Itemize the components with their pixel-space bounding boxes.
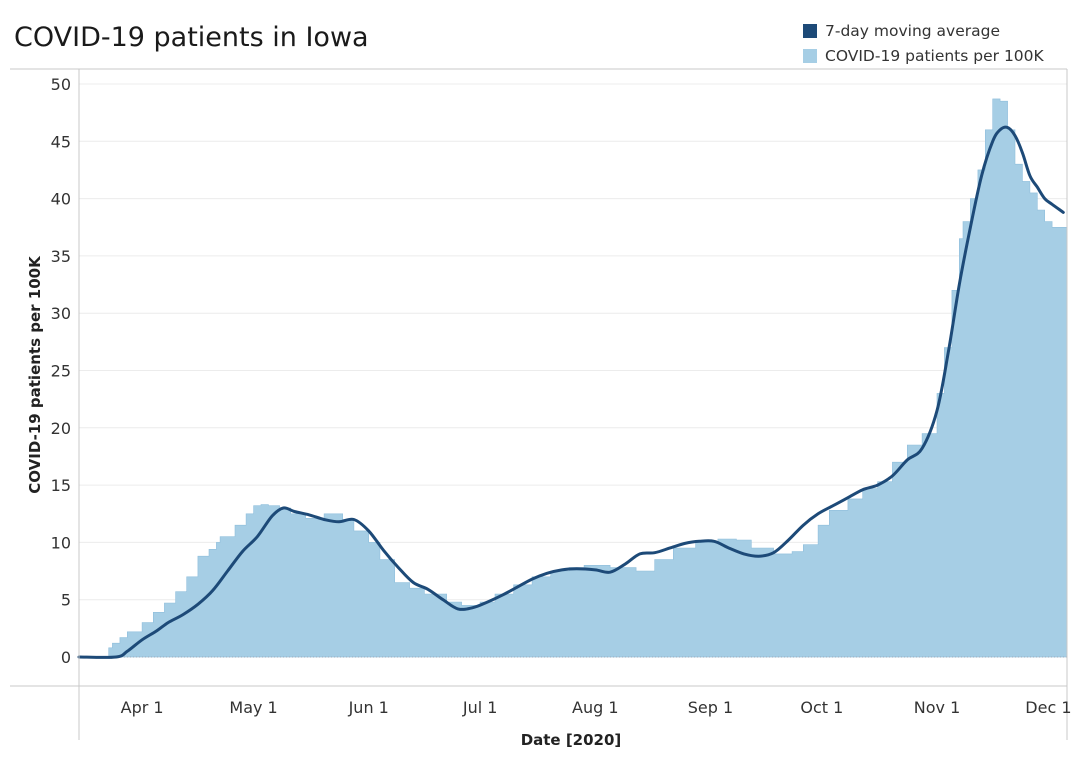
x-axis-title: Date [2020] <box>521 731 622 749</box>
y-tick-label: 0 <box>61 648 71 667</box>
legend-swatch-moving-average <box>803 23 817 38</box>
x-tick-label: Apr 1 <box>121 698 164 717</box>
y-tick-label: 15 <box>51 476 71 495</box>
x-tick-label: Dec 1 <box>1025 698 1071 717</box>
x-tick-label: Jun 1 <box>348 698 389 717</box>
moving-average-layer <box>77 125 1065 659</box>
y-axis-ticks: 0 5 10 15 20 25 30 35 40 45 50 <box>51 75 71 667</box>
x-axis-ticks: Apr 1 May 1 Jun 1 Jul 1 Aug 1 Sep 1 Oct 1 Nov 1… <box>121 698 1072 717</box>
plot-frame <box>10 68 1068 740</box>
patients-per-100k-area <box>79 98 1068 658</box>
x-tick-label: Aug 1 <box>572 698 619 717</box>
moving-average-line <box>77 125 1065 659</box>
y-tick-label: 20 <box>51 419 71 438</box>
y-tick-label: 10 <box>51 533 71 552</box>
y-axis-title: COVID-19 patients per 100K <box>26 255 44 494</box>
legend-swatch-patients <box>803 48 817 63</box>
x-tick-label: May 1 <box>229 698 277 717</box>
legend-label-moving-average: 7-day moving average <box>825 21 1000 40</box>
legend: 7-day moving average COVID-19 patients p… <box>803 18 1044 68</box>
chart-title: COVID-19 patients in Iowa <box>14 22 369 53</box>
y-tick-label: 25 <box>51 362 71 381</box>
legend-item-moving-average[interactable]: 7-day moving average <box>803 18 1044 43</box>
patients-area-layer <box>79 98 1068 658</box>
y-tick-label: 5 <box>61 591 71 610</box>
x-tick-label: Oct 1 <box>800 698 843 717</box>
y-tick-label: 45 <box>51 132 71 151</box>
y-tick-label: 40 <box>51 190 71 209</box>
y-tick-label: 35 <box>51 247 71 266</box>
x-tick-label: Jul 1 <box>462 698 498 717</box>
x-tick-label: Sep 1 <box>688 698 733 717</box>
y-tick-label: 50 <box>51 75 71 94</box>
legend-item-patients[interactable]: COVID-19 patients per 100K <box>803 43 1044 68</box>
x-tick-label: Nov 1 <box>914 698 961 717</box>
legend-label-patients: COVID-19 patients per 100K <box>825 46 1044 65</box>
y-tick-label: 30 <box>51 304 71 323</box>
